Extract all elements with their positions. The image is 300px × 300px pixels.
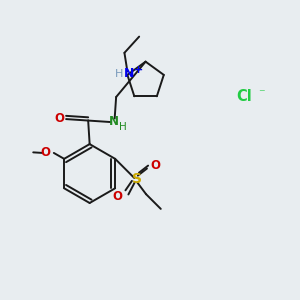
- Text: N: N: [124, 67, 134, 80]
- Text: H: H: [119, 122, 127, 132]
- Text: H: H: [115, 69, 123, 79]
- Text: Cl: Cl: [236, 89, 252, 104]
- Text: O: O: [55, 112, 64, 125]
- Text: S: S: [132, 172, 142, 186]
- Text: O: O: [151, 159, 161, 172]
- Text: +: +: [134, 64, 143, 75]
- Text: N: N: [109, 115, 119, 128]
- Text: O: O: [40, 146, 51, 159]
- Text: O: O: [113, 190, 123, 203]
- Text: ⁻: ⁻: [258, 88, 265, 100]
